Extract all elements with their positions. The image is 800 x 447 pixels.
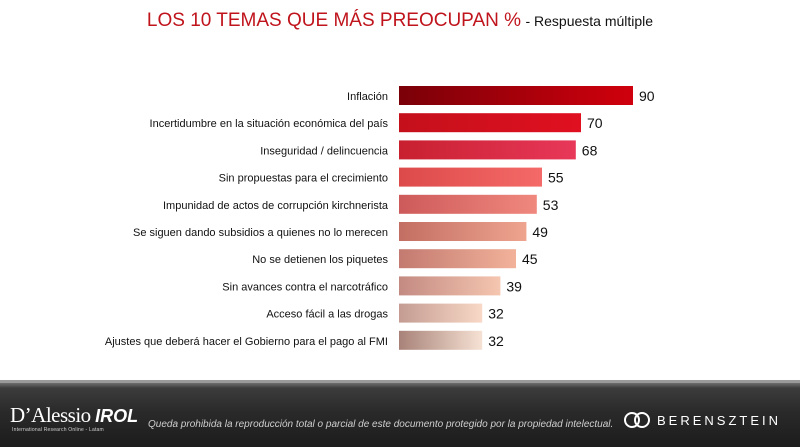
brand-left-main: D’Alessio	[10, 403, 91, 427]
category-label: Inflación	[347, 91, 388, 103]
category-label: Ajustes que deberá hacer el Gobierno par…	[105, 336, 388, 348]
bar	[399, 113, 581, 133]
category-label: Sin avances contra el narcotráfico	[222, 281, 388, 293]
value-label: 70	[587, 115, 603, 131]
bar	[399, 249, 516, 269]
value-label: 49	[532, 224, 548, 240]
berensztein-logo: BERENSZTEIN	[623, 410, 781, 430]
bar	[399, 303, 483, 323]
value-label: 53	[543, 197, 559, 213]
bar	[399, 276, 501, 296]
bar	[399, 140, 576, 160]
brand-left-sub: International Research Online - Latam	[12, 427, 104, 433]
category-label: Se siguen dando subsidios a quienes no l…	[133, 227, 388, 239]
category-label: No se detienen los piquetes	[252, 254, 388, 266]
value-label: 45	[522, 251, 538, 267]
title-subtitle: - Respuesta múltiple	[525, 13, 654, 29]
category-label: Impunidad de actos de corrupción kirchne…	[163, 200, 389, 212]
value-label: 68	[582, 142, 598, 158]
brand-left-bold: IROL	[95, 406, 139, 426]
footer: D’Alessio IROL International Research On…	[0, 383, 800, 447]
value-label: 90	[639, 88, 655, 104]
bar	[399, 86, 633, 105]
bar	[399, 222, 527, 241]
title-main: LOS 10 TEMAS QUE MÁS PREOCUPAN %	[146, 10, 522, 31]
category-label: Incertidumbre en la situación económica …	[150, 118, 389, 130]
footer-divider	[0, 380, 800, 383]
bar	[399, 194, 537, 214]
copyright-disclaimer: Queda prohibida la reproducción total o …	[148, 419, 614, 430]
value-label: 39	[506, 278, 522, 294]
category-label: Sin propuestas para el crecimiento	[219, 173, 388, 185]
bar	[399, 330, 483, 350]
dalessio-logo: D’Alessio IROL International Research On…	[10, 403, 139, 433]
category-label: Inseguridad / delincuencia	[260, 145, 389, 157]
value-label: 32	[488, 306, 504, 322]
brand-right-name: BERENSZTEIN	[657, 412, 782, 428]
value-label: 32	[488, 333, 504, 349]
bar-chart: Inflación 90 Incertidumbre en la situación…	[105, 86, 655, 350]
chart-title: LOS 10 TEMAS QUE MÁS PREOCUPAN % - Respu…	[0, 10, 800, 32]
category-label: Acceso fácil a las drogas	[266, 309, 388, 321]
bar	[399, 167, 542, 187]
value-label: 55	[548, 170, 564, 186]
berensztein-mark-icon	[624, 412, 650, 428]
